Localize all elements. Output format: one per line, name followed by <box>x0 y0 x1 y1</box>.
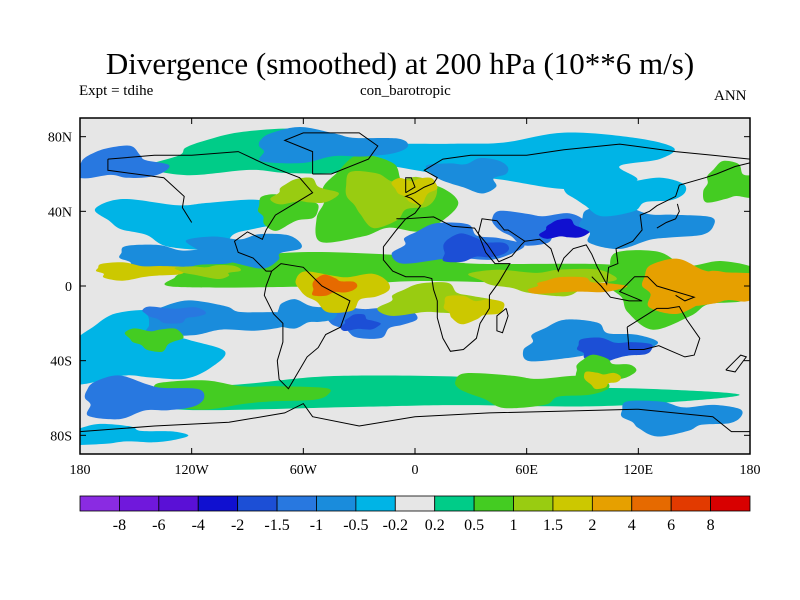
colorbar-label: 6 <box>667 517 675 534</box>
colorbar-label: 1.5 <box>543 517 563 534</box>
field-patch-25 <box>340 313 381 332</box>
field-patch-42 <box>174 264 242 280</box>
y-tick-label: 40N <box>48 205 72 220</box>
field-patch-34 <box>687 270 750 306</box>
colorbar-box <box>355 495 396 512</box>
colorbar-box <box>237 495 278 512</box>
field-patch-4 <box>151 375 740 411</box>
coastline-2 <box>396 143 750 220</box>
x-tick-label: 180 <box>70 463 91 478</box>
coastline-7 <box>80 402 750 433</box>
coastline-1 <box>107 159 193 223</box>
colorbar-box <box>119 495 160 512</box>
colorbar-label: 1 <box>510 517 518 534</box>
field-patch-47 <box>124 328 184 352</box>
colorbar-box <box>434 495 475 512</box>
colorbar-label: -6 <box>152 517 165 534</box>
colorbar-box <box>394 495 436 512</box>
field-patch-19 <box>185 233 302 269</box>
y-tick-label: 80N <box>48 131 72 146</box>
coastline-12 <box>496 308 509 334</box>
colorbar-label: -8 <box>113 517 126 534</box>
coastline-8 <box>283 132 379 175</box>
field-patch-7 <box>84 375 205 420</box>
y-tick-label: 0 <box>65 280 72 295</box>
field-patch-44 <box>270 177 339 205</box>
coastline-9 <box>591 276 696 302</box>
season-label: ANN <box>714 88 747 104</box>
coastline-4 <box>477 218 526 263</box>
field-patch-3 <box>94 198 290 250</box>
field-patch-12 <box>391 177 438 205</box>
colorbar-box <box>276 495 317 512</box>
coastline-0 <box>107 151 351 390</box>
field-group <box>80 118 750 454</box>
field-patch-46 <box>583 371 622 390</box>
coastline-13 <box>725 354 748 373</box>
field-patch-48 <box>703 160 750 203</box>
colorbar-box <box>591 495 633 512</box>
colorbar-box <box>158 495 199 512</box>
colorbar-label: 8 <box>707 517 715 534</box>
field-patch-14 <box>442 233 510 263</box>
field-patch-16 <box>538 218 591 239</box>
colorbar-label: -4 <box>192 517 205 534</box>
colorbar-box <box>552 495 593 512</box>
x-tick-label: 60E <box>515 463 538 478</box>
colorbar-label: -0.5 <box>343 517 368 534</box>
colorbar-box <box>79 495 120 512</box>
colorbar-label: 2 <box>588 517 596 534</box>
x-tick-label: 0 <box>412 463 419 478</box>
field-patch-30 <box>425 157 509 194</box>
field-patch-23 <box>142 306 206 324</box>
x-tick-label: 120W <box>175 463 210 478</box>
field-patch-27 <box>620 400 743 437</box>
coastline-11 <box>405 177 416 194</box>
x-tick-label: 120E <box>624 463 654 478</box>
coastline-3 <box>382 216 511 352</box>
colorbar-box <box>513 495 554 512</box>
colorbar-label: 4 <box>628 517 636 534</box>
y-tick-label: 80S <box>50 429 72 444</box>
field-patch-31 <box>563 173 687 217</box>
field-patch-43 <box>257 194 319 231</box>
field-patch-40 <box>527 276 628 294</box>
chart-title: Divergence (smoothed) at 200 hPa (10**6 … <box>105 46 695 81</box>
colorbar-label: 0.5 <box>464 517 484 534</box>
field-patch-29 <box>80 145 170 179</box>
colorbar-label: -1.5 <box>264 517 289 534</box>
colorbar-box <box>710 495 751 512</box>
colorbar-label: -1 <box>310 517 323 534</box>
colorbar-label: -0.2 <box>383 517 408 534</box>
colorbar-box <box>631 495 672 512</box>
colorbar-label: 0.2 <box>425 517 445 534</box>
field-patch-26 <box>277 299 338 329</box>
coastline-6 <box>626 305 701 358</box>
case-label: con_barotropic <box>360 83 451 99</box>
field-patch-36 <box>312 274 358 297</box>
field-patch-41 <box>95 262 187 281</box>
colorbar-box <box>316 495 357 512</box>
experiment-label: Expt = tdihe <box>79 83 154 99</box>
coastline-10 <box>656 203 680 229</box>
colorbar-box <box>473 495 514 512</box>
colorbar-box <box>197 495 239 512</box>
field-patch-17 <box>578 204 715 250</box>
x-tick-label: 60W <box>290 463 318 478</box>
y-tick-label: 40S <box>50 355 72 370</box>
coastline-5 <box>524 162 750 286</box>
colorbar-label: -2 <box>231 517 244 534</box>
colorbar-box <box>670 495 711 512</box>
x-tick-label: 180 <box>740 463 761 478</box>
field-patch-6 <box>455 373 610 409</box>
